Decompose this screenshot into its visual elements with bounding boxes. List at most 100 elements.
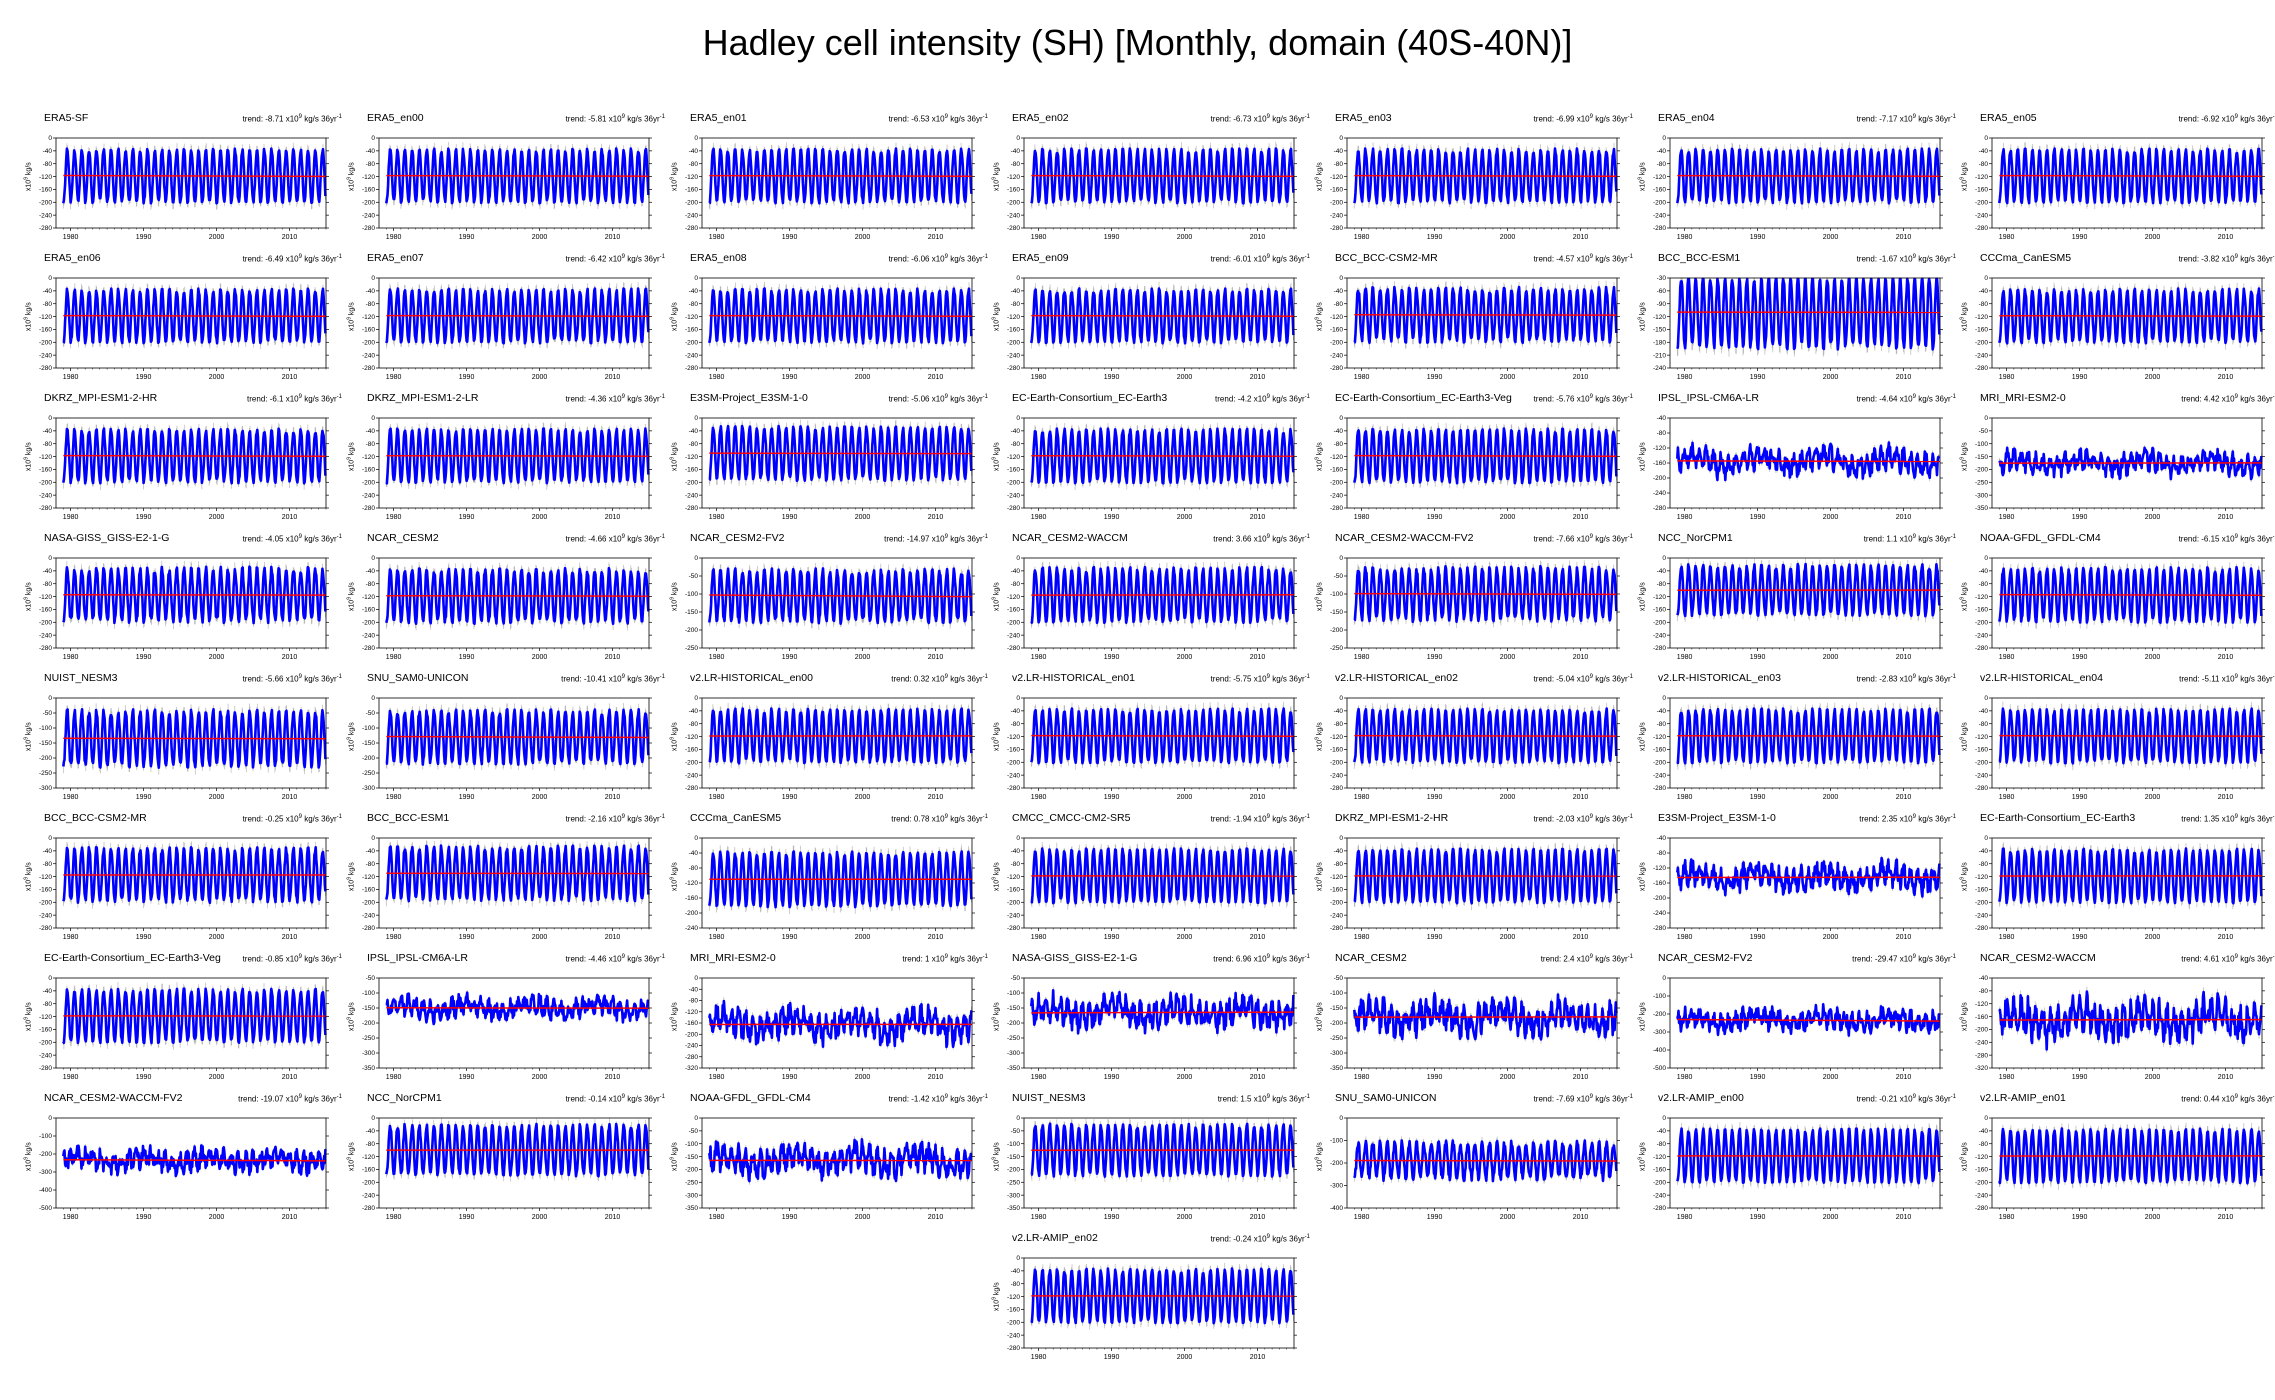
y-tick-label: -280 <box>362 505 375 512</box>
chart-panel: NASA-GISS_GISS-E2-1-G trend: -4.05 x109 k… <box>22 532 344 664</box>
x-tick-label: 2010 <box>605 934 621 941</box>
y-tick-label: -90 <box>1657 301 1667 308</box>
chart-panel: MRI_MRI-ESM2-0 trend: 1 x109 kg/s 36yr-1 x… <box>668 952 990 1084</box>
y-tick-label: -40 <box>1011 708 1021 715</box>
y-tick-label: -250 <box>685 1179 698 1186</box>
y-tick-label: -200 <box>39 339 52 346</box>
series-line <box>385 147 650 205</box>
series-line <box>708 567 973 625</box>
panel-trend-label: trend: -2.03 x109 kg/s 36yr-1 <box>1533 814 1633 824</box>
panel-plot: 0 -40 -80 -120 -160 -200 -240 -280 1980 1990 2000 2… <box>1007 695 1297 801</box>
x-tick-label: 1990 <box>1427 374 1443 381</box>
x-tick-label: 2000 <box>1500 1214 1516 1221</box>
panel-title: ERA5_en08 <box>690 252 747 264</box>
x-tick-label: 1980 <box>63 234 79 241</box>
panel-trend-label: trend: -5.11 x109 kg/s 36yr-1 <box>2179 674 2275 684</box>
x-tick-label: 2010 <box>928 514 944 521</box>
panel-plot: 0 -40 -80 -120 -160 -200 -240 -280 1980 1990 2000 2… <box>39 135 329 241</box>
plot-frame <box>55 837 327 929</box>
y-tick-label: 0 <box>1984 135 1988 142</box>
y-tick-label: -120 <box>1653 174 1666 181</box>
y-tick-label: -40 <box>1657 1128 1667 1135</box>
x-tick-label: 1980 <box>709 514 725 521</box>
plot-frame <box>1991 277 2263 369</box>
y-tick-label: -240 <box>1330 212 1343 219</box>
series-line <box>1998 147 2263 205</box>
panel-title: BCC_BCC-CSM2-MR <box>1335 252 1438 264</box>
y-tick-label: -280 <box>685 365 698 372</box>
x-tick-label: 1990 <box>459 794 475 801</box>
x-tick-label: 2000 <box>1177 514 1193 521</box>
series-line <box>1998 990 2263 1051</box>
y-tick-label: -200 <box>1653 475 1666 482</box>
plot-frame <box>1669 277 1941 369</box>
x-tick-label: 1990 <box>1104 514 1120 521</box>
chart-panel: SNU_SAM0-UNICON trend: -10.41 x109 kg/s 3… <box>345 672 667 804</box>
panel-plot: -50 -100 -150 -200 -250 -300 -350 1980 1990 2000 2… <box>1330 975 1620 1081</box>
series-line <box>1676 707 1941 765</box>
panel-trend-label: trend: -6.01 x109 kg/s 36yr-1 <box>1210 254 1310 264</box>
y-tick-label: 0 <box>371 695 375 702</box>
plot-frame <box>1991 977 2263 1069</box>
y-tick-label: 0 <box>48 695 52 702</box>
x-tick-label: 1980 <box>709 1214 725 1221</box>
y-tick-label: -120 <box>1330 174 1343 181</box>
y-tick-label: -280 <box>1007 1345 1020 1352</box>
y-tick-label: -240 <box>1330 492 1343 499</box>
panel-title: NASA-GISS_GISS-E2-1-G <box>44 532 170 544</box>
x-tick-label: 2010 <box>1896 374 1912 381</box>
y-tick-label: -280 <box>1653 925 1666 932</box>
x-tick-label: 2000 <box>532 1074 548 1081</box>
x-tick-label: 1980 <box>1354 514 1370 521</box>
y-tick-label: -50 <box>1334 975 1344 982</box>
y-tick-label: -200 <box>39 899 52 906</box>
y-tick-label: -40 <box>43 568 53 575</box>
plot-frame <box>1669 697 1941 789</box>
y-tick-label: 0 <box>1339 135 1343 142</box>
y-tick-label: -40 <box>43 148 53 155</box>
y-tick-label: -40 <box>1657 568 1667 575</box>
x-tick-label: 2000 <box>209 1074 225 1081</box>
y-tick-label: -160 <box>1653 607 1666 614</box>
panel-plot: -50 -100 -150 -200 -250 -300 -350 1980 1990 2000 2… <box>362 975 652 1081</box>
y-tick-label: -40 <box>366 1128 376 1135</box>
panel-trend-label: trend: -5.06 x109 kg/s 36yr-1 <box>888 394 988 404</box>
panel-title: NCAR_CESM2-WACCM <box>1012 532 1128 544</box>
y-tick-label: -160 <box>1007 187 1020 194</box>
x-tick-label: 2000 <box>2145 1214 2161 1221</box>
y-tick-label: -160 <box>1007 887 1020 894</box>
panel-trend-label: trend: -3.82 x109 kg/s 36yr-1 <box>2178 254 2275 264</box>
chart-panel: CMCC_CMCC-CM2-SR5 trend: -1.94 x109 kg/s … <box>990 812 1312 944</box>
chart-panel: NCAR_CESM2 trend: -4.66 x109 kg/s 36yr-1 x… <box>345 532 667 664</box>
x-tick-label: 2000 <box>209 234 225 241</box>
series-line <box>708 287 973 345</box>
y-tick-label: -80 <box>689 441 699 448</box>
x-tick-label: 1990 <box>2072 234 2088 241</box>
plot-frame <box>1991 417 2263 509</box>
y-tick-label: -160 <box>1975 1014 1988 1021</box>
x-tick-label: 1980 <box>1031 654 1047 661</box>
x-tick-label: 2010 <box>1573 514 1589 521</box>
x-tick-label: 2010 <box>928 1214 944 1221</box>
series-line <box>385 566 650 626</box>
series-line <box>385 708 650 766</box>
x-tick-label: 1990 <box>1427 1074 1443 1081</box>
panel-trend-label: trend: 4.61 x109 kg/s 36yr-1 <box>2181 954 2275 964</box>
x-tick-label: 1990 <box>459 374 475 381</box>
x-tick-label: 1980 <box>709 1074 725 1081</box>
y-tick-label: 0 <box>1339 555 1343 562</box>
y-tick-label: -120 <box>1007 594 1020 601</box>
x-tick-label: 2000 <box>855 1214 871 1221</box>
plot-frame <box>378 137 650 229</box>
y-tick-label: -50 <box>366 975 376 982</box>
y-tick-label: -200 <box>1653 895 1666 902</box>
x-tick-label: 2000 <box>855 1074 871 1081</box>
series-line <box>1353 991 1618 1041</box>
panel-title: NCAR_CESM2-WACCM-FV2 <box>1335 532 1474 544</box>
y-tick-label: 0 <box>48 135 52 142</box>
y-tick-label: -80 <box>366 581 376 588</box>
series-line <box>1353 847 1618 905</box>
y-tick-label: -40 <box>1979 975 1989 982</box>
y-tick-label: -200 <box>1975 899 1988 906</box>
y-tick-label: -350 <box>1007 1205 1020 1212</box>
